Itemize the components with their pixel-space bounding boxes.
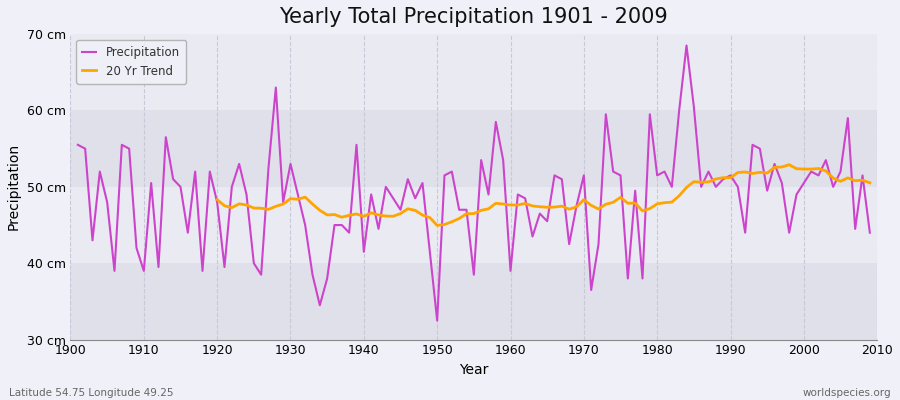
Bar xyxy=(70,263,878,340)
Bar xyxy=(70,187,878,263)
Legend: Precipitation, 20 Yr Trend: Precipitation, 20 Yr Trend xyxy=(76,40,186,84)
20 Yr Trend xyxy=(432,223,443,228)
Title: Yearly Total Precipitation 1901 - 2009: Yearly Total Precipitation 1901 - 2009 xyxy=(280,7,668,27)
Precipitation xyxy=(72,142,83,147)
Precipitation xyxy=(505,268,516,273)
Y-axis label: Precipitation: Precipitation xyxy=(7,143,21,230)
Precipitation xyxy=(337,223,347,228)
20 Yr Trend xyxy=(674,194,685,198)
Precipitation xyxy=(864,230,875,235)
Text: Latitude 54.75 Longitude 49.25: Latitude 54.75 Longitude 49.25 xyxy=(9,388,174,398)
20 Yr Trend xyxy=(761,171,772,176)
Precipitation xyxy=(681,43,692,48)
Precipitation xyxy=(600,112,611,117)
20 Yr Trend xyxy=(300,195,310,200)
Precipitation xyxy=(292,192,303,197)
20 Yr Trend xyxy=(850,178,860,183)
20 Yr Trend xyxy=(410,208,420,213)
Line: 20 Yr Trend: 20 Yr Trend xyxy=(217,165,869,226)
20 Yr Trend xyxy=(864,180,875,185)
Line: Precipitation: Precipitation xyxy=(77,46,869,320)
Bar xyxy=(70,34,878,110)
Precipitation xyxy=(131,246,142,250)
20 Yr Trend xyxy=(784,162,795,167)
Text: worldspecies.org: worldspecies.org xyxy=(803,388,891,398)
Bar xyxy=(70,110,878,187)
Precipitation xyxy=(432,318,443,323)
Precipitation xyxy=(512,192,523,197)
20 Yr Trend xyxy=(212,197,222,202)
X-axis label: Year: Year xyxy=(459,363,489,377)
20 Yr Trend xyxy=(777,164,788,169)
